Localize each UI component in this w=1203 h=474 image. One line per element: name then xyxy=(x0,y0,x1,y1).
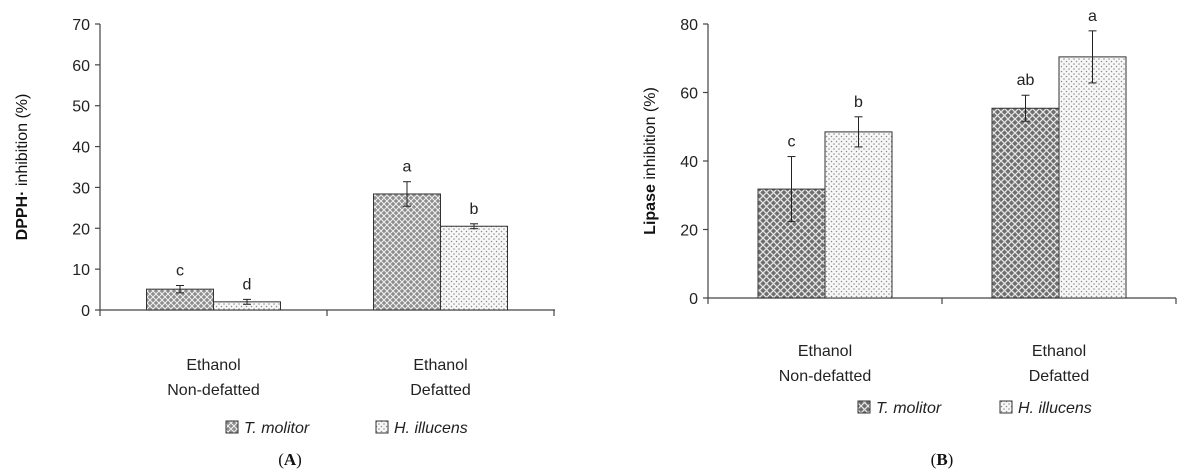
y-tick-label: 30 xyxy=(72,180,90,197)
y-axis-label: DPPH· inhibition (%) xyxy=(14,94,31,241)
panel-label-paren: ( xyxy=(278,450,284,469)
legend-label: T. molitor xyxy=(876,400,942,417)
y-tick-label: 50 xyxy=(72,99,90,116)
panel-label-paren: ) xyxy=(948,450,954,469)
legend-swatch-t-molitor xyxy=(225,420,239,434)
bar-h-illucens xyxy=(1058,56,1127,299)
y-tick-label: 80 xyxy=(680,17,698,34)
y-tick-label: 40 xyxy=(72,140,90,157)
panel-label-paren: ) xyxy=(296,450,302,469)
bar-t-molitor xyxy=(991,107,1060,299)
x-category-label: Non-defatted xyxy=(779,368,872,385)
significance-letter: c xyxy=(176,262,184,279)
x-category-label: Defatted xyxy=(410,382,470,399)
legend-swatch-t-molitor xyxy=(857,400,871,414)
panel-label: (A) xyxy=(278,450,302,469)
legend-label: H. illucens xyxy=(1018,400,1092,417)
y-axis-label-rest: inhibition (%) xyxy=(14,94,31,191)
legend-label: T. molitor xyxy=(244,420,310,437)
x-category-label: Non-defatted xyxy=(167,382,260,399)
x-category-label: Ethanol xyxy=(1032,343,1086,360)
legend-swatch-h-illucens xyxy=(375,420,389,434)
x-category-label: Defatted xyxy=(1029,368,1089,385)
significance-letter: b xyxy=(854,94,863,111)
bar-h-illucens xyxy=(824,131,893,299)
y-axis-label-bold: Lipase xyxy=(642,184,659,235)
y-axis-label-rest: inhibition (%) xyxy=(642,87,659,184)
chart-panel-b: 0 20 40 60 80 Lipase inhibition (%) c b Ethanol N… xyxy=(642,8,1177,469)
significance-letter: c xyxy=(788,134,796,151)
y-tick-label: 20 xyxy=(72,221,90,238)
y-tick-label: 60 xyxy=(680,86,698,103)
significance-letter: a xyxy=(403,159,412,176)
panel-label-letter: B xyxy=(936,450,947,469)
legend-swatch-h-illucens xyxy=(999,400,1013,414)
significance-letter: ab xyxy=(1017,72,1035,89)
chart-panel-a: 0 10 20 30 40 50 60 70 DPPH· inhibition (%) c d Eth… xyxy=(14,17,555,469)
x-category-label: Ethanol xyxy=(798,343,852,360)
significance-letter: a xyxy=(1088,8,1097,25)
panel-label-paren: ( xyxy=(931,450,937,469)
significance-letter: d xyxy=(243,276,252,293)
bar-t-molitor xyxy=(373,193,441,311)
y-tick-label: 60 xyxy=(72,58,90,75)
y-tick-label: 20 xyxy=(680,223,698,240)
y-axis-label-bold: DPPH· xyxy=(14,191,31,241)
y-tick-label: 40 xyxy=(680,154,698,171)
y-tick-label: 10 xyxy=(72,262,90,279)
y-tick-label: 0 xyxy=(689,291,698,308)
legend-label: H. illucens xyxy=(394,420,468,437)
panel-label-letter: A xyxy=(284,450,297,469)
bar-h-illucens xyxy=(440,225,508,311)
significance-letter: b xyxy=(470,201,479,218)
panel-label: (B) xyxy=(931,450,954,469)
y-axis-label: Lipase inhibition (%) xyxy=(642,87,659,235)
y-tick-label: 70 xyxy=(72,17,90,34)
y-tick-label: 0 xyxy=(81,303,90,320)
x-category-label: Ethanol xyxy=(413,357,467,374)
x-category-label: Ethanol xyxy=(186,357,240,374)
